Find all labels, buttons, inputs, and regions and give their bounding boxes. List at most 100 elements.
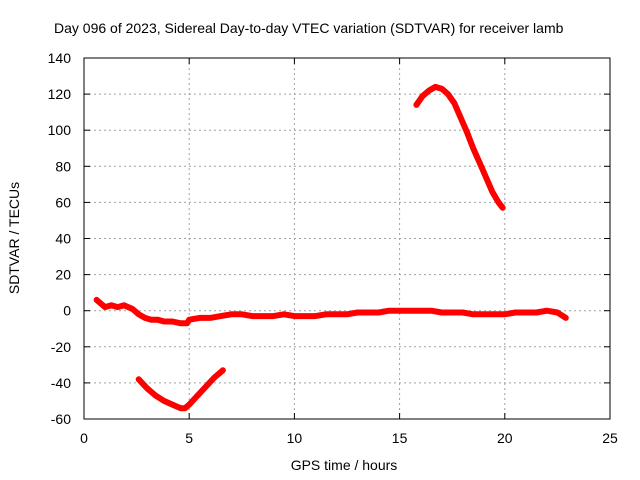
data-point <box>211 374 217 380</box>
data-point <box>512 310 518 316</box>
data-point <box>249 313 255 319</box>
data-point <box>483 174 489 180</box>
y-tick-label: -20 <box>51 339 71 355</box>
series-line-3 <box>413 83 506 211</box>
data-point <box>397 308 403 314</box>
data-point <box>418 308 424 314</box>
data-point <box>270 313 276 319</box>
data-point <box>312 313 318 319</box>
y-tick-label: 80 <box>55 158 71 174</box>
data-point <box>94 297 100 303</box>
data-point <box>184 320 190 326</box>
data-point <box>495 199 501 205</box>
data-point <box>169 402 175 408</box>
data-point <box>365 310 371 316</box>
data-point <box>161 398 167 404</box>
series-group <box>93 83 569 412</box>
axis-ticks: 0 5 10 15 20 25 -60 -40 -20 0 20 40 60 80 100 120 140 <box>48 50 618 446</box>
data-point <box>144 385 150 391</box>
data-point <box>186 402 192 408</box>
data-point <box>218 313 224 319</box>
data-point <box>161 319 167 325</box>
data-point <box>178 405 184 411</box>
data-point <box>420 93 426 99</box>
data-point <box>148 317 154 323</box>
data-point <box>121 302 127 308</box>
data-point <box>136 311 142 317</box>
x-tick-label: 20 <box>497 430 513 446</box>
data-point <box>142 315 148 321</box>
data-point <box>153 393 159 399</box>
data-point <box>155 317 161 323</box>
data-point <box>477 160 483 166</box>
data-point <box>186 317 192 323</box>
data-point <box>220 367 226 373</box>
data-point <box>563 315 569 321</box>
data-point <box>445 91 451 97</box>
data-point <box>502 311 508 317</box>
data-point <box>125 304 131 310</box>
data-point <box>333 311 339 317</box>
y-axis-label: SDTVAR / TECUs <box>6 182 22 294</box>
data-point <box>182 405 188 411</box>
data-point <box>344 311 350 317</box>
data-point <box>489 189 495 195</box>
y-tick-label: 140 <box>48 50 72 66</box>
data-point <box>554 310 560 316</box>
data-point <box>523 310 529 316</box>
grid <box>84 58 610 419</box>
data-point <box>207 315 213 321</box>
data-point <box>195 393 201 399</box>
y-tick-label: -60 <box>51 411 71 427</box>
data-point <box>407 308 413 314</box>
data-point <box>355 310 361 316</box>
data-point <box>458 115 464 121</box>
data-point <box>500 205 506 211</box>
y-tick-label: 0 <box>63 303 71 319</box>
data-point <box>302 313 308 319</box>
data-point <box>197 315 203 321</box>
data-point <box>533 310 539 316</box>
data-point <box>464 129 470 135</box>
x-tick-label: 15 <box>392 430 408 446</box>
data-point <box>439 310 445 316</box>
y-tick-label: 60 <box>55 194 71 210</box>
y-tick-label: 20 <box>55 267 71 283</box>
data-point <box>386 308 392 314</box>
series-line-2 <box>135 367 226 412</box>
x-axis-label: GPS time / hours <box>291 457 398 473</box>
data-point <box>115 304 121 310</box>
x-tick-label: 25 <box>602 430 618 446</box>
data-point <box>291 313 297 319</box>
data-point <box>428 308 434 314</box>
data-point <box>426 87 432 93</box>
y-tick-label: 120 <box>48 86 72 102</box>
series-line-1 <box>93 296 569 327</box>
data-point <box>260 313 266 319</box>
plot-frame <box>83 57 611 420</box>
data-point <box>439 86 445 92</box>
data-point <box>432 84 438 90</box>
y-tick-label: -40 <box>51 375 71 391</box>
data-point <box>470 311 476 317</box>
data-point <box>281 311 287 317</box>
data-point <box>323 311 329 317</box>
data-point <box>108 302 114 308</box>
data-point <box>376 310 382 316</box>
data-point <box>169 319 175 325</box>
data-point <box>136 376 142 382</box>
data-point <box>413 102 419 108</box>
x-tick-label: 0 <box>80 430 88 446</box>
data-point <box>239 311 245 317</box>
data-point <box>481 311 487 317</box>
data-point <box>98 300 104 306</box>
x-tick-label: 5 <box>185 430 193 446</box>
data-point <box>228 311 234 317</box>
data-point <box>449 310 455 316</box>
data-point <box>102 304 108 310</box>
x-tick-label: 10 <box>287 430 303 446</box>
y-tick-label: 100 <box>48 122 72 138</box>
data-point <box>491 311 497 317</box>
data-point <box>451 100 457 106</box>
